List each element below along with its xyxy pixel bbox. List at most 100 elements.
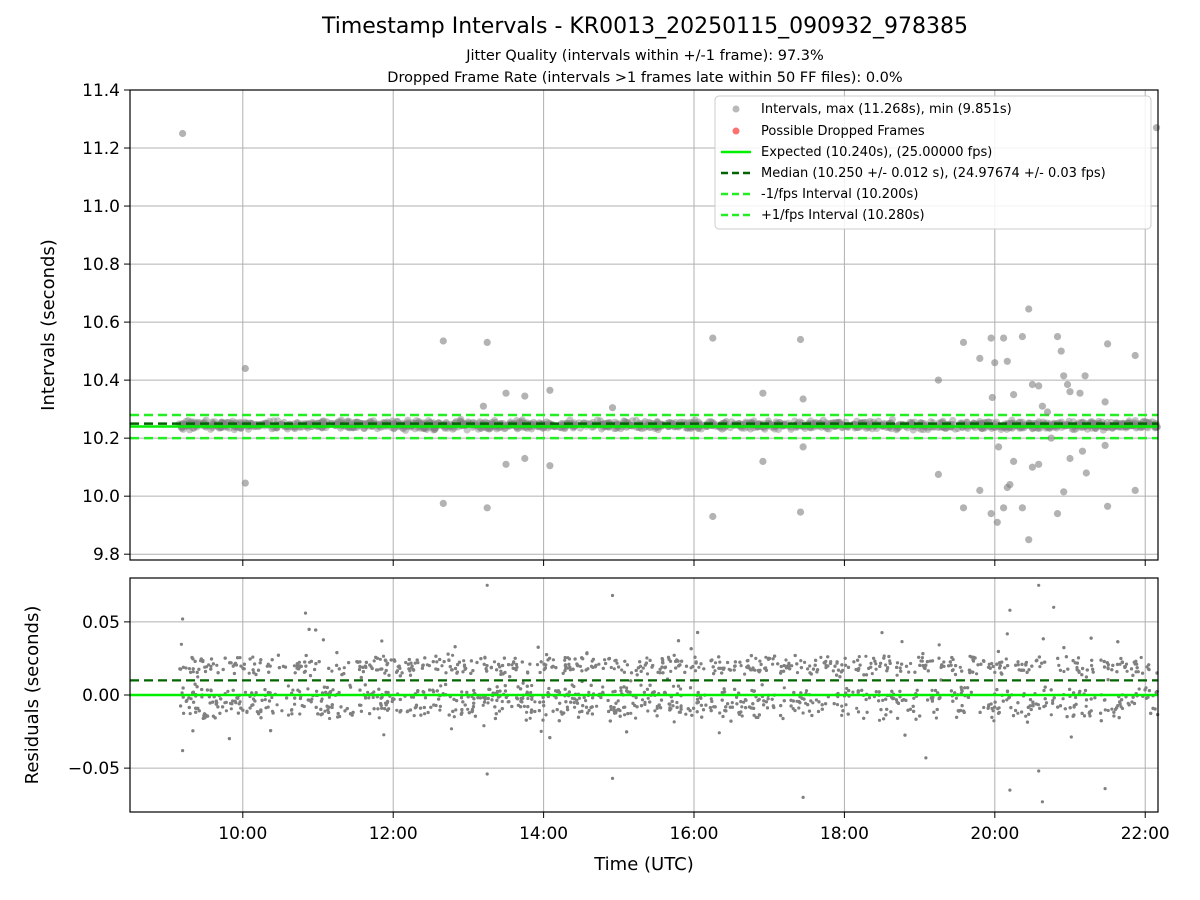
residual-point — [447, 658, 451, 662]
interval-point — [796, 418, 804, 426]
residual-point — [465, 690, 469, 695]
residual-point — [986, 706, 990, 710]
residual-point — [542, 662, 546, 666]
residual-point — [314, 705, 318, 710]
residual-point — [914, 717, 918, 721]
residual-point — [1110, 668, 1114, 672]
residual-point — [811, 667, 816, 671]
residual-point — [609, 705, 613, 709]
residual-point — [982, 659, 986, 663]
residual-point — [1091, 670, 1095, 674]
interval-point — [819, 416, 827, 424]
residual-point — [877, 718, 882, 722]
residual-point — [232, 671, 236, 676]
residual-point — [575, 701, 580, 705]
residual-point — [691, 664, 695, 669]
residual-point — [1014, 663, 1018, 667]
residual-point — [499, 669, 503, 673]
residual-point — [942, 660, 946, 664]
interval-point — [1099, 426, 1107, 434]
residual-point — [881, 698, 885, 703]
residual-point — [211, 714, 215, 718]
residual-point — [846, 712, 850, 716]
residual-point — [259, 716, 263, 720]
residual-point — [867, 696, 872, 700]
residual-point — [835, 673, 839, 677]
residual-point — [898, 666, 902, 670]
residual-point — [426, 710, 430, 715]
residual-point — [343, 709, 347, 713]
residual-point — [236, 656, 240, 660]
residual-point — [947, 664, 951, 668]
residual-point — [442, 660, 446, 664]
residual-point — [484, 667, 488, 671]
top-y-tick-label: 10.2 — [82, 429, 120, 449]
residual-point — [806, 703, 810, 707]
residual-point — [563, 669, 567, 673]
residual-point — [529, 710, 533, 714]
residual-point — [709, 659, 713, 663]
residual-point — [585, 651, 589, 655]
residual-point — [997, 710, 1001, 715]
residual-outlier-point — [1037, 769, 1041, 773]
residual-point — [745, 659, 749, 663]
top-y-tick-label: 10.8 — [82, 255, 120, 275]
interval-outlier-point — [1018, 333, 1026, 341]
residual-point — [882, 656, 886, 660]
residual-point — [438, 657, 442, 662]
residual-point — [695, 710, 699, 714]
residual-point — [930, 688, 934, 693]
residual-point — [187, 667, 191, 671]
bottom-x-tick-label: 10:00 — [218, 824, 267, 844]
residual-point — [216, 705, 220, 709]
residual-point — [1106, 666, 1110, 670]
residual-outlier-point — [181, 749, 185, 753]
residual-point — [884, 713, 888, 717]
residual-outlier-point — [610, 776, 615, 781]
residual-point — [520, 660, 524, 664]
residual-point — [749, 668, 753, 672]
residual-point — [758, 659, 762, 663]
interval-outlier-point — [521, 454, 529, 463]
interval-outlier-point — [799, 443, 807, 451]
residual-point — [622, 685, 626, 689]
residual-point — [900, 640, 904, 644]
residual-point — [864, 673, 869, 677]
top-y-tick-label: 11.2 — [82, 139, 120, 159]
residual-point — [759, 662, 763, 667]
residual-point — [561, 671, 565, 675]
residual-point — [608, 719, 612, 723]
interval-outlier-point — [479, 402, 487, 410]
interval-outlier-point — [796, 508, 805, 516]
residual-point — [619, 686, 623, 690]
residual-point — [889, 710, 893, 714]
residual-point — [646, 709, 650, 713]
residual-point — [993, 670, 997, 675]
residual-point — [398, 674, 402, 678]
residual-point — [713, 669, 717, 673]
residual-point — [506, 700, 510, 704]
residual-point — [826, 655, 830, 659]
residual-point — [650, 665, 654, 669]
residual-point — [795, 662, 799, 666]
residual-point — [860, 688, 864, 693]
residual-point — [383, 707, 387, 711]
residual-point — [708, 706, 713, 710]
residual-point — [385, 663, 389, 667]
residual-point — [233, 699, 237, 703]
residual-point — [404, 660, 408, 665]
residual-point — [510, 704, 514, 709]
residual-point — [409, 661, 413, 665]
residual-point — [323, 709, 327, 713]
residual-point — [939, 665, 944, 669]
interval-outlier-point — [1131, 351, 1139, 360]
residual-point — [193, 659, 197, 664]
top-reference-lines — [130, 413, 1158, 440]
interval-outlier-point — [241, 479, 249, 487]
interval-outlier-point — [1028, 380, 1036, 389]
residual-point — [361, 670, 365, 674]
residual-point — [1061, 697, 1065, 701]
residual-point — [452, 697, 456, 702]
residual-point — [899, 669, 903, 673]
residual-outlier-point — [1040, 800, 1044, 804]
